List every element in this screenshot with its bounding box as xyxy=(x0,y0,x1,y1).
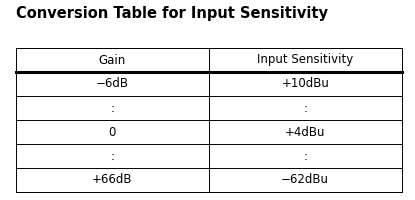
Text: 0: 0 xyxy=(109,126,116,138)
Text: Input Sensitivity: Input Sensitivity xyxy=(257,53,353,66)
Text: Gain: Gain xyxy=(99,53,126,66)
Text: +66dB: +66dB xyxy=(92,173,132,186)
Text: +10dBu: +10dBu xyxy=(281,77,329,90)
Text: :: : xyxy=(110,150,114,162)
Text: −6dB: −6dB xyxy=(96,77,129,90)
Text: :: : xyxy=(303,150,307,162)
Text: Conversion Table for Input Sensitivity: Conversion Table for Input Sensitivity xyxy=(16,6,328,21)
Text: :: : xyxy=(303,102,307,114)
Text: −62dBu: −62dBu xyxy=(281,173,329,186)
Text: :: : xyxy=(110,102,114,114)
Text: +4dBu: +4dBu xyxy=(285,126,325,138)
